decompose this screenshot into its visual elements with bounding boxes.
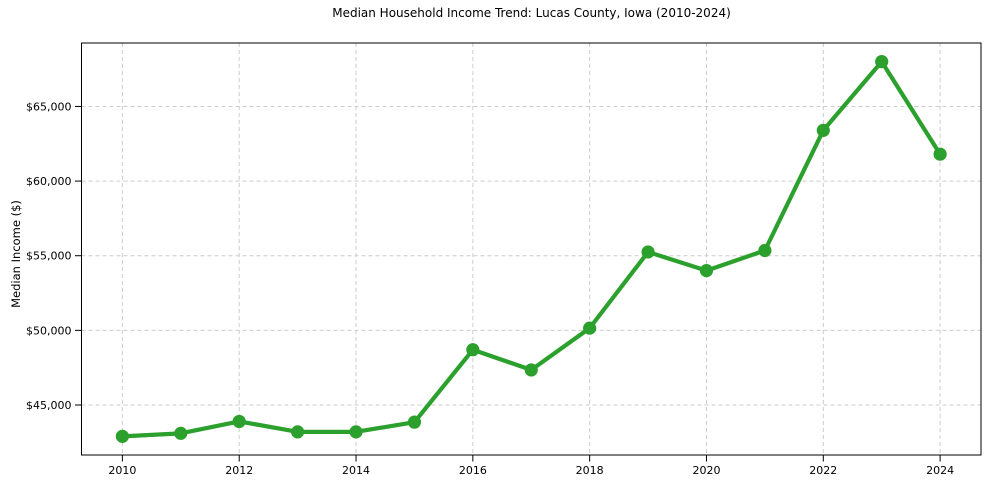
y-axis-tick-label: $60,000 bbox=[26, 175, 72, 188]
x-axis-tick-label: 2016 bbox=[459, 464, 487, 477]
data-point-marker bbox=[583, 321, 597, 335]
data-point-marker bbox=[407, 415, 422, 429]
x-axis-tick-label: 2010 bbox=[108, 464, 136, 477]
y-axis-tick-label: $50,000 bbox=[26, 324, 72, 337]
y-axis-tick-label: $55,000 bbox=[26, 250, 72, 263]
data-point-marker bbox=[816, 123, 830, 137]
data-point-marker bbox=[291, 425, 305, 439]
x-axis-tick-label: 2014 bbox=[342, 464, 370, 477]
data-point-marker bbox=[524, 363, 538, 377]
data-point-marker bbox=[758, 243, 772, 258]
y-axis-tick-label: $65,000 bbox=[26, 100, 72, 113]
chart-title: Median Household Income Trend: Lucas Cou… bbox=[332, 6, 731, 20]
x-axis-tick-label: 2018 bbox=[576, 464, 604, 477]
y-axis-tick-label: $45,000 bbox=[26, 399, 72, 412]
data-point-marker bbox=[232, 414, 246, 429]
data-point-marker bbox=[875, 55, 889, 69]
data-point-marker bbox=[349, 425, 363, 439]
data-point-marker bbox=[641, 245, 655, 259]
data-point-marker bbox=[466, 343, 480, 357]
x-axis-tick-label: 2020 bbox=[692, 464, 720, 477]
data-point-marker bbox=[933, 147, 947, 161]
data-point-marker bbox=[174, 426, 188, 440]
trend-line bbox=[120, 59, 943, 439]
x-axis-tick-label: 2024 bbox=[926, 464, 954, 477]
data-point-marker bbox=[115, 429, 129, 443]
plot-border bbox=[81, 42, 982, 456]
data-point-marker bbox=[699, 264, 714, 278]
x-axis-tick-label: 2022 bbox=[809, 464, 837, 477]
x-axis-tick-label: 2012 bbox=[225, 464, 253, 477]
